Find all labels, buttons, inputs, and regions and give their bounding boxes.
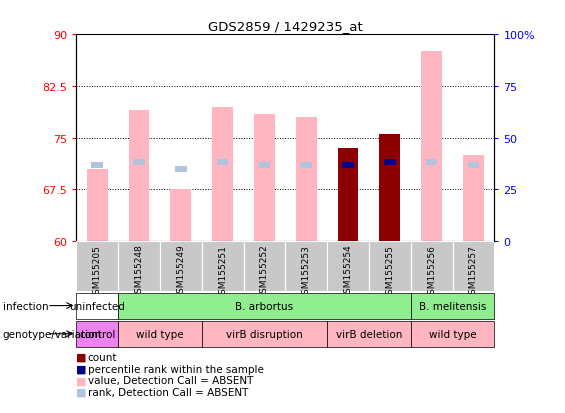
- Bar: [411, 321, 494, 347]
- Text: control: control: [79, 329, 115, 339]
- Bar: [118, 293, 411, 319]
- Text: rank, Detection Call = ABSENT: rank, Detection Call = ABSENT: [88, 387, 248, 397]
- Bar: [384, 159, 396, 166]
- Bar: [254, 114, 275, 242]
- Text: GSM155205: GSM155205: [93, 244, 102, 299]
- FancyBboxPatch shape: [202, 242, 244, 291]
- Bar: [212, 107, 233, 242]
- Text: infection: infection: [3, 301, 49, 311]
- Bar: [342, 163, 354, 169]
- Bar: [217, 159, 228, 166]
- Text: GSM155254: GSM155254: [344, 244, 353, 299]
- FancyBboxPatch shape: [327, 242, 369, 291]
- Text: B. melitensis: B. melitensis: [419, 301, 486, 311]
- Bar: [301, 163, 312, 169]
- Text: wild type: wild type: [429, 329, 476, 339]
- Bar: [426, 159, 437, 166]
- Bar: [175, 166, 186, 173]
- FancyBboxPatch shape: [453, 242, 494, 291]
- Text: GSM155253: GSM155253: [302, 244, 311, 299]
- Bar: [171, 190, 191, 242]
- Text: GSM155256: GSM155256: [427, 244, 436, 299]
- Text: virB disruption: virB disruption: [226, 329, 303, 339]
- Bar: [133, 159, 145, 166]
- Text: GSM155255: GSM155255: [385, 244, 394, 299]
- Bar: [76, 293, 118, 319]
- Bar: [76, 321, 118, 347]
- Bar: [202, 321, 327, 347]
- Bar: [463, 156, 484, 242]
- FancyBboxPatch shape: [76, 242, 118, 291]
- Text: B. arbortus: B. arbortus: [236, 301, 293, 311]
- FancyBboxPatch shape: [411, 242, 453, 291]
- Bar: [468, 163, 479, 169]
- Text: ■: ■: [76, 352, 87, 362]
- Text: GSM155249: GSM155249: [176, 244, 185, 299]
- Bar: [327, 321, 411, 347]
- FancyBboxPatch shape: [285, 242, 327, 291]
- Text: virB deletion: virB deletion: [336, 329, 402, 339]
- Text: genotype/variation: genotype/variation: [3, 329, 102, 339]
- Bar: [259, 163, 270, 169]
- Text: count: count: [88, 352, 117, 362]
- Text: percentile rank within the sample: percentile rank within the sample: [88, 364, 263, 374]
- FancyBboxPatch shape: [160, 242, 202, 291]
- Text: GSM155248: GSM155248: [134, 244, 144, 299]
- Text: GSM155252: GSM155252: [260, 244, 269, 299]
- FancyBboxPatch shape: [369, 242, 411, 291]
- Bar: [129, 111, 149, 242]
- Text: ■: ■: [76, 375, 87, 385]
- Bar: [296, 118, 316, 242]
- Text: value, Detection Call = ABSENT: value, Detection Call = ABSENT: [88, 375, 253, 385]
- Text: wild type: wild type: [136, 329, 184, 339]
- Text: GSM155251: GSM155251: [218, 244, 227, 299]
- Text: ■: ■: [76, 387, 87, 397]
- FancyBboxPatch shape: [118, 242, 160, 291]
- Text: uninfected: uninfected: [69, 301, 125, 311]
- Bar: [421, 52, 442, 242]
- Bar: [411, 293, 494, 319]
- Text: ■: ■: [76, 364, 87, 374]
- Bar: [87, 169, 107, 242]
- Bar: [380, 135, 400, 242]
- Bar: [92, 163, 103, 169]
- Title: GDS2859 / 1429235_at: GDS2859 / 1429235_at: [208, 19, 363, 33]
- Bar: [338, 149, 359, 242]
- FancyBboxPatch shape: [244, 242, 285, 291]
- Bar: [118, 321, 202, 347]
- Text: GSM155257: GSM155257: [469, 244, 478, 299]
